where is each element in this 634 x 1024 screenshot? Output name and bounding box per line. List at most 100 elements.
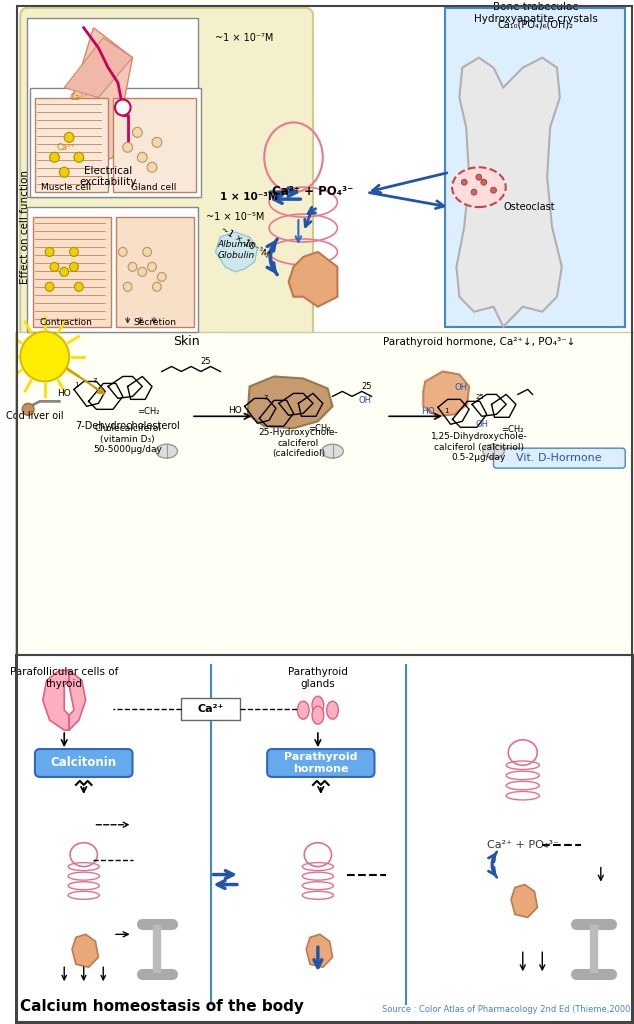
Bar	[27, 17, 198, 198]
Polygon shape	[248, 377, 332, 428]
Text: 1 × 10⁻³M: 1 × 10⁻³M	[221, 193, 279, 202]
Text: ~1 × 10⁻⁵M: ~1 × 10⁻⁵M	[205, 212, 264, 222]
Ellipse shape	[312, 696, 324, 714]
Circle shape	[471, 189, 477, 196]
Bar	[181, 698, 240, 720]
Text: Source : Color Atlas of Pharmacology 2nd Ed (Thieme,2000): Source : Color Atlas of Pharmacology 2nd…	[382, 1005, 634, 1014]
Bar	[15, 655, 634, 1024]
Text: Effect on cell function: Effect on cell function	[20, 170, 30, 284]
Circle shape	[74, 153, 84, 162]
Circle shape	[64, 132, 74, 142]
Bar	[27, 207, 198, 332]
Circle shape	[462, 179, 467, 185]
Circle shape	[45, 248, 54, 256]
Text: HO: HO	[228, 406, 242, 415]
Text: 7-Dehydrocholesterol: 7-Dehydrocholesterol	[75, 421, 180, 431]
Polygon shape	[306, 934, 332, 968]
Text: 1,25-Dihydroxychole-
calciferol (calcitriol)
0.5-2µg/day: 1,25-Dihydroxychole- calciferol (calcitr…	[430, 432, 527, 462]
Ellipse shape	[482, 444, 504, 458]
Text: ~1 × 10⁻⁷M: ~1 × 10⁻⁷M	[216, 33, 274, 43]
Text: =CH₂: =CH₂	[308, 424, 331, 433]
Circle shape	[128, 262, 137, 271]
Text: Calcitonin: Calcitonin	[51, 757, 117, 769]
Circle shape	[133, 127, 142, 137]
Circle shape	[476, 174, 482, 180]
Circle shape	[60, 267, 68, 276]
Text: 1: 1	[444, 409, 449, 415]
Circle shape	[49, 153, 60, 162]
Text: 25: 25	[476, 394, 484, 400]
Text: Vit. D-Hormone: Vit. D-Hormone	[516, 454, 602, 463]
Text: Gland cell: Gland cell	[131, 183, 177, 193]
Circle shape	[481, 179, 487, 185]
Text: Ca²⁺: Ca²⁺	[57, 142, 75, 152]
Polygon shape	[424, 372, 469, 417]
Polygon shape	[45, 28, 133, 187]
Text: Electrical
excitability: Electrical excitability	[79, 166, 137, 187]
Ellipse shape	[156, 444, 178, 458]
Text: Ca²⁺ + PO₄³⁻: Ca²⁺ + PO₄³⁻	[273, 184, 354, 198]
Text: Ca²⁺ + PO₄³⁻: Ca²⁺ + PO₄³⁻	[487, 840, 559, 850]
FancyBboxPatch shape	[35, 749, 133, 777]
Circle shape	[138, 267, 146, 276]
FancyBboxPatch shape	[493, 449, 625, 468]
Bar	[116, 217, 194, 327]
Text: Cod liver oil: Cod liver oil	[6, 412, 64, 421]
Circle shape	[138, 153, 147, 162]
Text: Ca²⁺: Ca²⁺	[69, 93, 88, 102]
Text: 7: 7	[92, 379, 97, 384]
Text: 1: 1	[75, 382, 79, 388]
Circle shape	[20, 332, 69, 381]
Text: Secretion: Secretion	[133, 317, 176, 327]
Ellipse shape	[322, 444, 343, 458]
Text: HO: HO	[421, 407, 435, 416]
Circle shape	[157, 272, 166, 282]
Ellipse shape	[327, 701, 339, 719]
Circle shape	[152, 137, 162, 147]
Circle shape	[45, 283, 54, 291]
Bar	[113, 97, 196, 193]
Text: Cholecalciferol
(vitamin D₃)
50-5000µg/day: Cholecalciferol (vitamin D₃) 50-5000µg/d…	[93, 424, 162, 454]
Circle shape	[50, 262, 59, 271]
Ellipse shape	[312, 707, 324, 724]
Text: HO: HO	[57, 389, 71, 398]
Text: Skin: Skin	[173, 335, 200, 348]
Text: Muscle cell: Muscle cell	[41, 183, 91, 193]
Circle shape	[153, 283, 161, 291]
Circle shape	[491, 187, 496, 194]
Text: Ca₁₀(PO₄)₆(OH)₂: Ca₁₀(PO₄)₆(OH)₂	[498, 19, 574, 30]
Circle shape	[70, 248, 79, 256]
Polygon shape	[72, 934, 98, 968]
Polygon shape	[42, 671, 69, 730]
Ellipse shape	[452, 167, 506, 207]
Circle shape	[60, 167, 69, 177]
Text: Parathyroid
hormone: Parathyroid hormone	[284, 753, 358, 774]
Circle shape	[143, 248, 152, 256]
Text: =CH₂: =CH₂	[138, 407, 160, 416]
Text: Parathyroid
glands: Parathyroid glands	[288, 668, 348, 689]
Polygon shape	[511, 885, 538, 918]
FancyBboxPatch shape	[267, 749, 375, 777]
Bar	[33, 217, 111, 327]
Ellipse shape	[297, 701, 309, 719]
Circle shape	[123, 283, 132, 291]
Circle shape	[147, 162, 157, 172]
Circle shape	[74, 283, 83, 291]
Text: 25: 25	[361, 382, 372, 391]
Text: Parafollicular cells of
thyroid: Parafollicular cells of thyroid	[10, 668, 119, 689]
Text: Bone trabeculae
Hydroxyapatite crystals: Bone trabeculae Hydroxyapatite crystals	[474, 2, 597, 24]
Polygon shape	[456, 57, 562, 327]
Text: Parathyroid hormone, Ca²⁺↓, PO₄³⁻↓: Parathyroid hormone, Ca²⁺↓, PO₄³⁻↓	[383, 337, 575, 346]
Text: OH: OH	[455, 383, 468, 392]
Text: OH: OH	[476, 420, 488, 429]
Text: 7: 7	[263, 395, 268, 401]
Text: 25: 25	[200, 357, 211, 366]
Polygon shape	[216, 232, 257, 271]
Text: Ca²⁺: Ca²⁺	[197, 705, 224, 714]
Text: =CH₂: =CH₂	[501, 425, 524, 434]
Circle shape	[22, 403, 34, 416]
Polygon shape	[69, 671, 86, 730]
Text: Albumin
Globulin: Albumin Globulin	[217, 241, 255, 260]
Circle shape	[115, 99, 131, 116]
Circle shape	[123, 142, 133, 153]
